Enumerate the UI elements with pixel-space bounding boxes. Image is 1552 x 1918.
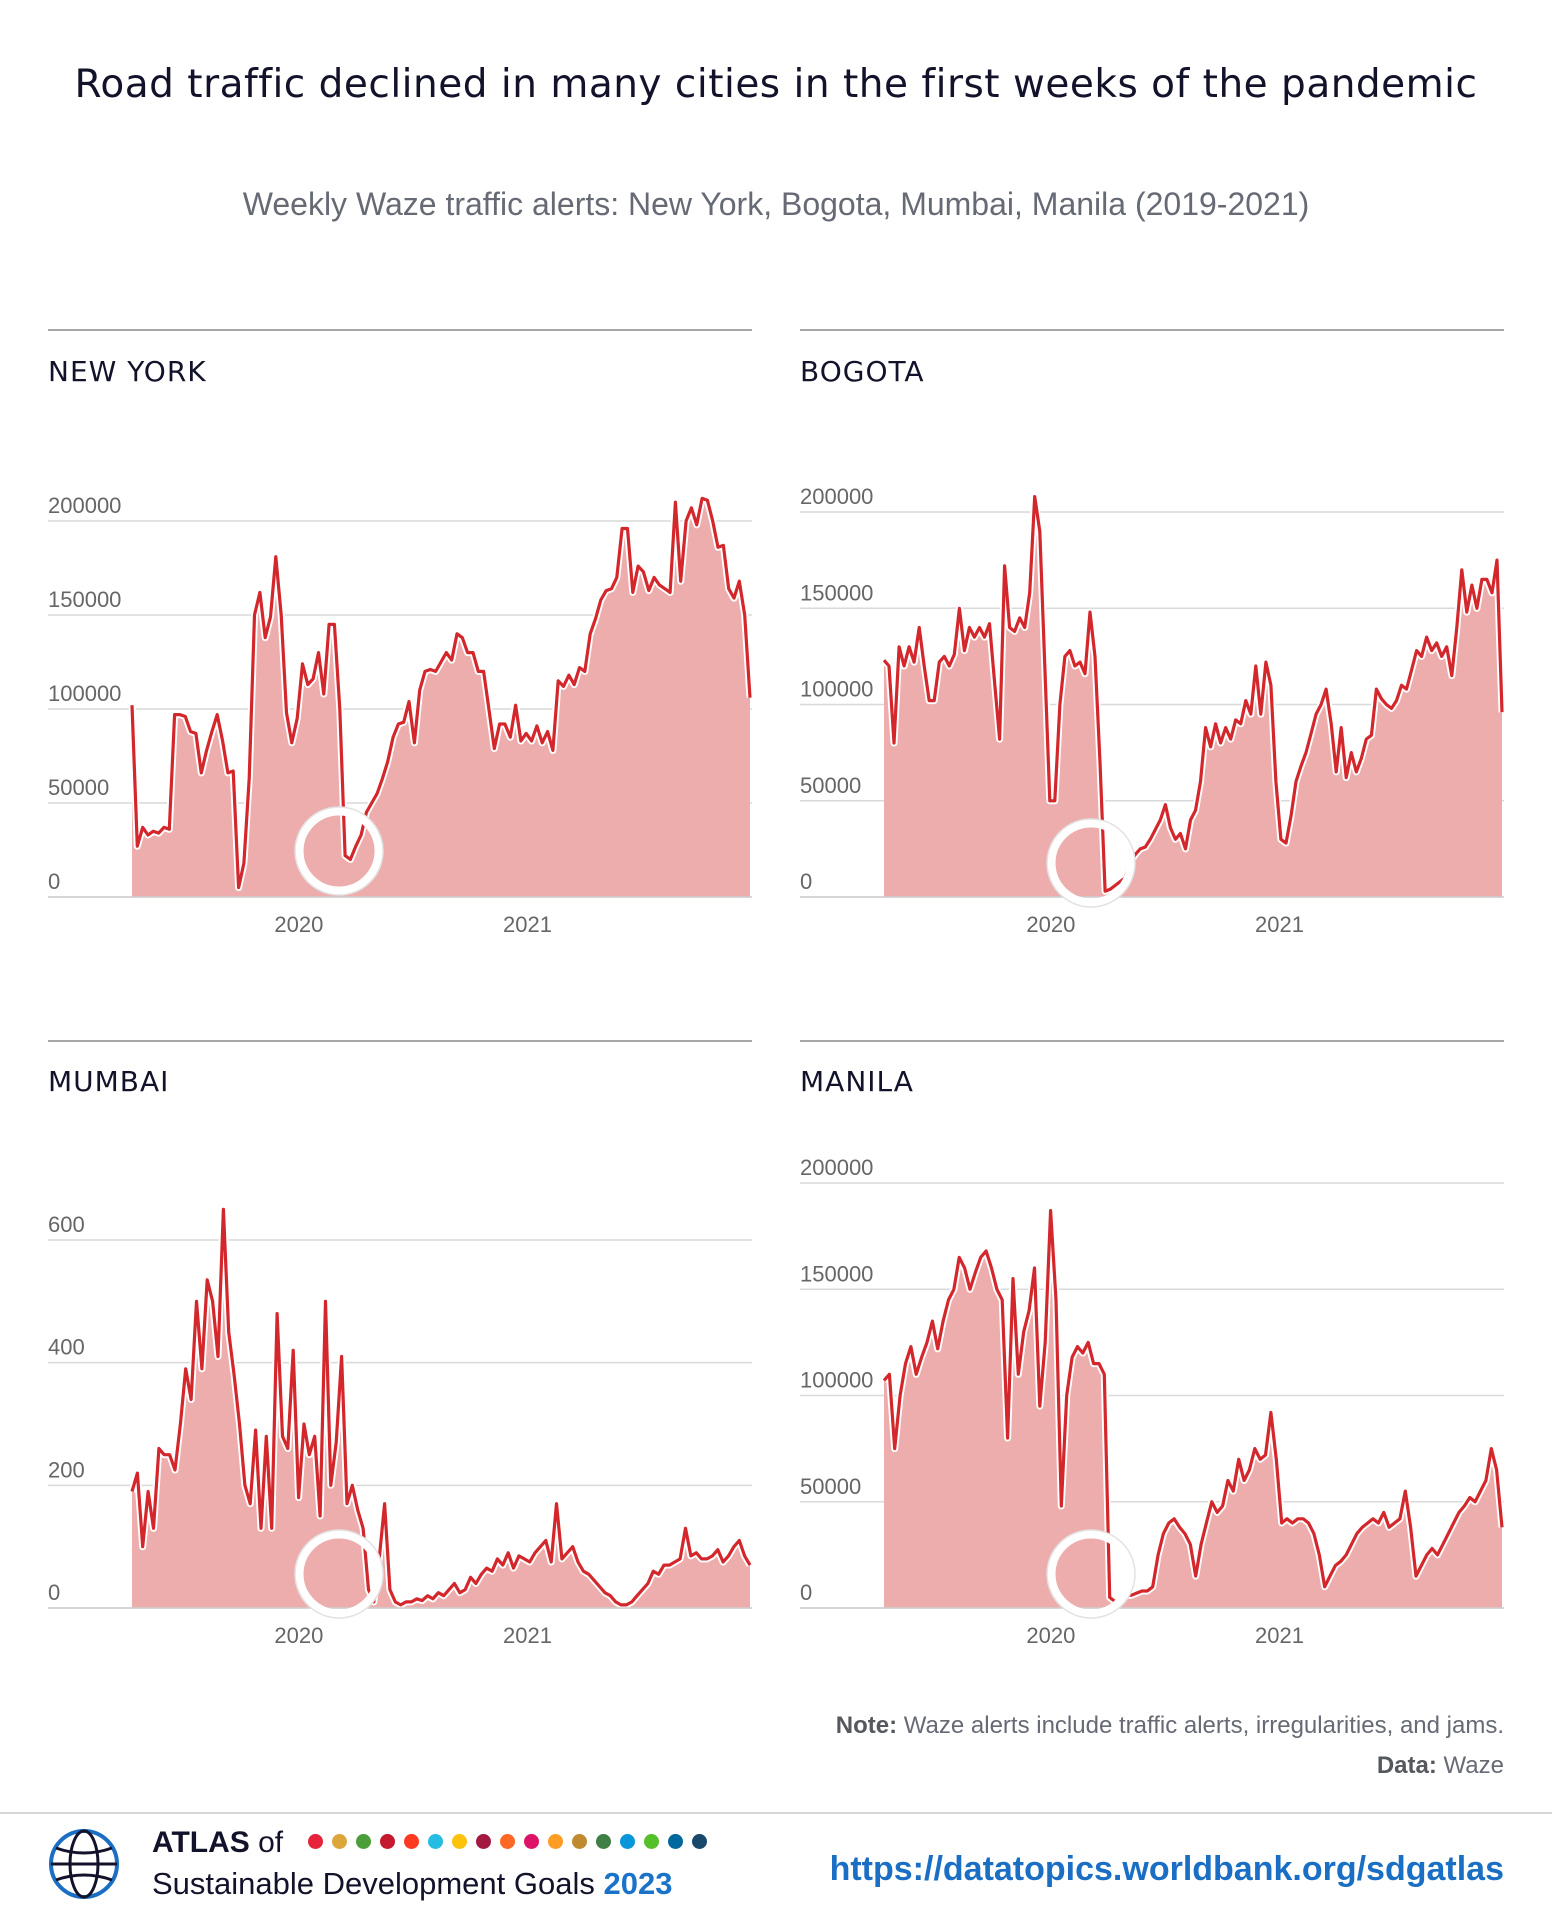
y-tick-label: 600 [48,1212,85,1237]
y-tick-label: 50000 [800,1474,861,1499]
x-tick-label: 2020 [274,1623,323,1648]
sdg-wordmark: Sustainable Development Goals 2023 [152,1866,673,1901]
x-tick-label: 2021 [503,912,552,937]
sdg-dot [668,1834,683,1849]
chart-subtitle: Weekly Waze traffic alerts: New York, Bo… [242,186,1310,222]
atlas-year: 2023 [603,1866,673,1901]
chart-panel-bogota: BOGOTA 0 50000 100000 150000 200000 2020 2021 [800,329,1506,937]
series-line [130,496,752,890]
sdg-dot [692,1834,707,1849]
y-tick-label: 150000 [48,587,121,612]
highlight-circle-outline [1046,818,1136,908]
sdg-dot [596,1834,611,1849]
sdg-dot [500,1834,515,1849]
y-tick-label: 100000 [800,1368,873,1393]
y-tick-label: 200000 [800,484,873,509]
y-tick-label: 0 [800,869,812,894]
y-tick-label: 50000 [800,773,861,798]
x-tick-label: 2020 [1026,1623,1075,1648]
highlight-circle [294,806,384,896]
y-tick-label: 0 [48,1580,60,1605]
series-area [132,498,750,897]
data-source: Waze [1443,1752,1504,1779]
y-tick-label: 100000 [48,681,121,706]
x-tick-label: 2020 [1026,912,1075,937]
y-tick-label: 0 [48,869,60,894]
chart-title: Road traffic declined in many cities in … [74,62,1478,107]
sdg-dot [620,1834,635,1849]
chart-panel-mumbai: MUMBAI 0 200 400 600 2020 2021 [48,1040,754,1648]
sdg-dot [380,1834,395,1849]
world-bank-globe-icon [49,1829,119,1899]
data-label: Data: [1376,1752,1437,1779]
sdg-dot [572,1834,587,1849]
highlight-circle-outline [294,806,384,896]
atlas-url-link[interactable]: https://datatopics.worldbank.org/sdgatla… [829,1850,1504,1888]
y-tick-label: 100000 [800,677,873,702]
city-label: MANILA [800,1065,914,1098]
sdg-dot [404,1834,419,1849]
city-label: MUMBAI [48,1065,169,1098]
sdg-dot [428,1834,443,1849]
atlas-wordmark: ATLAS of [152,1826,284,1859]
y-tick-label: 200 [48,1457,85,1482]
highlight-circle-outline [1046,1529,1136,1619]
y-tick-label: 400 [48,1335,85,1360]
y-tick-label: 150000 [800,1261,873,1286]
sdg-dot [548,1834,563,1849]
chart-panel-new-york: NEW YORK 0 50000 100000 150000 200000 2020 2021 [48,329,754,937]
sdg-dot [452,1834,467,1849]
note-label: Note: [835,1712,898,1739]
series-line [130,1207,752,1607]
x-tick-label: 2021 [1255,1623,1304,1648]
sdg-color-dots [308,1834,707,1849]
highlight-circle [1046,1529,1136,1619]
y-tick-label: 200000 [800,1155,873,1180]
series-area [884,496,1502,897]
y-tick-label: 150000 [800,580,873,605]
city-label: NEW YORK [48,355,207,388]
sdg-dot [332,1834,347,1849]
series-line [882,1209,1504,1604]
note-block: Note: Waze alerts include traffic alerts… [836,1706,1504,1786]
highlight-circle [294,1529,384,1619]
series-area [884,1210,1502,1608]
chart-panel-manila: MANILA 0 50000 100000 150000 200000 2020 2021 [800,1040,1506,1648]
city-label: BOGOTA [800,355,925,388]
sdg-dot [524,1834,539,1849]
y-tick-label: 0 [800,1580,812,1605]
series-line [882,495,1504,893]
note-text: Waze alerts include traffic alerts, irre… [903,1712,1504,1739]
y-tick-label: 200000 [48,493,121,518]
sdg-dot [644,1834,659,1849]
x-tick-label: 2020 [274,912,323,937]
highlight-circle-outline [294,1529,384,1619]
highlight-circle [1046,818,1136,908]
series-area [132,1209,750,1608]
y-tick-label: 50000 [48,775,109,800]
footer-divider [0,1812,1552,1814]
x-tick-label: 2021 [503,1623,552,1648]
sdg-dot [476,1834,491,1849]
sdg-dot [356,1834,371,1849]
x-tick-label: 2021 [1255,912,1304,937]
sdg-dot [308,1834,323,1849]
